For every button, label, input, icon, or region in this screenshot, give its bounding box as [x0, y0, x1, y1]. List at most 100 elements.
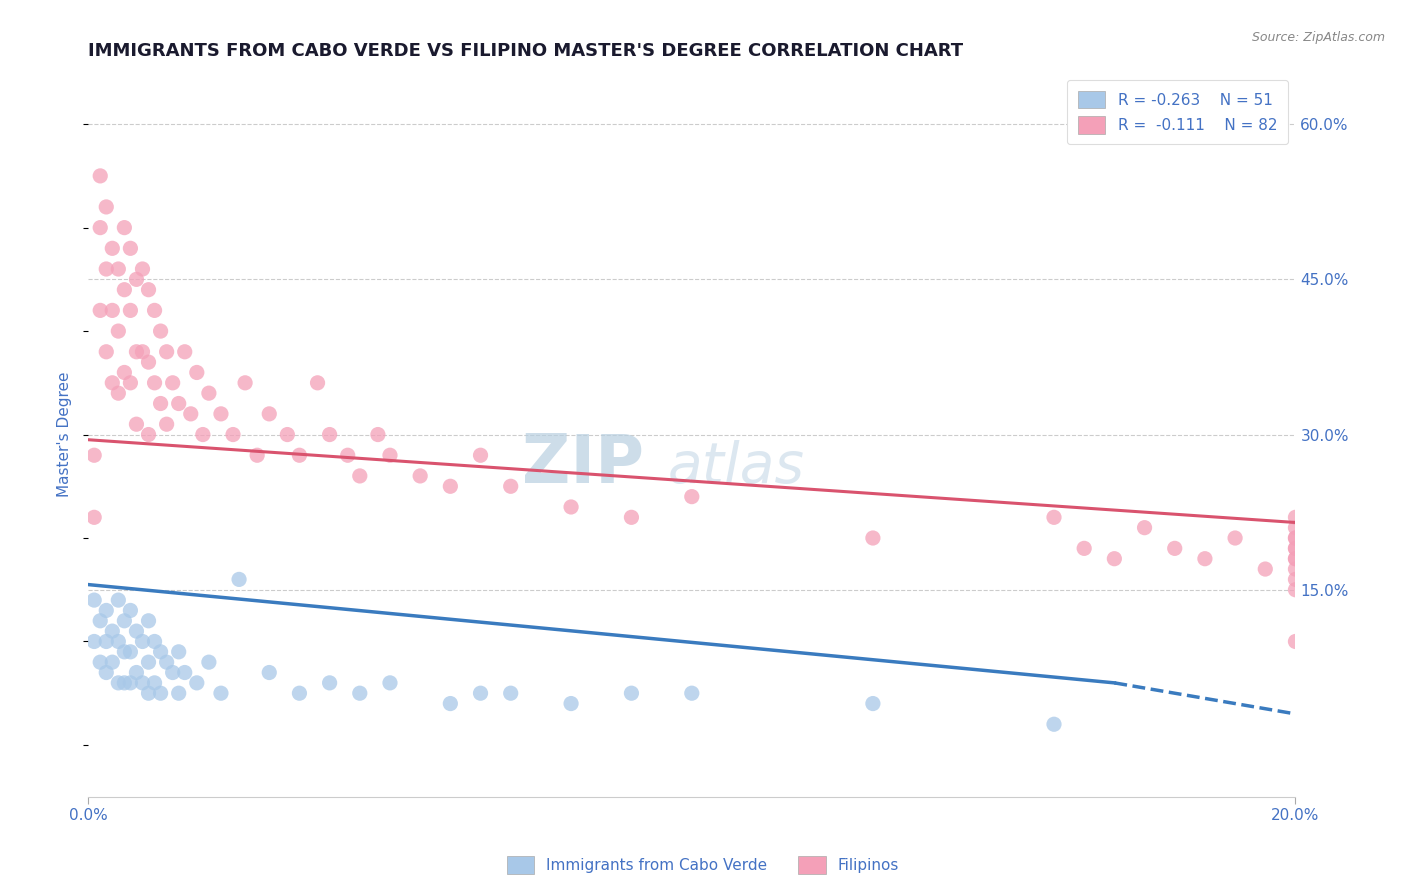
Point [1073, 541, 1095, 556]
Point [209, 686, 232, 700]
Point [120, 645, 142, 659]
Point [96, 634, 118, 648]
Point [101, 655, 124, 669]
Point [96, 262, 118, 277]
Legend: Immigrants from Cabo Verde, Filipinos: Immigrants from Cabo Verde, Filipinos [501, 850, 905, 880]
Point [125, 665, 148, 680]
Point [681, 686, 703, 700]
Point [83, 510, 105, 524]
Point [409, 469, 432, 483]
Point [101, 376, 124, 390]
Point [125, 344, 148, 359]
Point [167, 645, 190, 659]
Point [101, 241, 124, 255]
Point [112, 614, 135, 628]
Point [1104, 551, 1126, 566]
Point [862, 697, 884, 711]
Point [1284, 521, 1306, 535]
Point [89, 655, 111, 669]
Point [246, 448, 269, 462]
Point [681, 490, 703, 504]
Point [198, 655, 221, 669]
Point [120, 676, 142, 690]
Point [138, 614, 160, 628]
Point [276, 427, 298, 442]
Point [318, 676, 340, 690]
Point [96, 344, 118, 359]
Point [83, 634, 105, 648]
Point [257, 665, 280, 680]
Point [1284, 634, 1306, 648]
Point [107, 262, 129, 277]
Point [470, 686, 492, 700]
Point [1284, 531, 1306, 545]
Point [138, 283, 160, 297]
Point [367, 427, 389, 442]
Point [120, 241, 142, 255]
Y-axis label: Master's Degree: Master's Degree [58, 372, 72, 498]
Point [149, 324, 172, 338]
Point [1284, 562, 1306, 576]
Point [89, 169, 111, 183]
Point [167, 686, 190, 700]
Point [349, 686, 371, 700]
Point [470, 448, 492, 462]
Point [89, 614, 111, 628]
Point [186, 366, 208, 380]
Point [112, 366, 135, 380]
Point [1284, 531, 1306, 545]
Point [107, 593, 129, 607]
Point [112, 220, 135, 235]
Point [101, 624, 124, 639]
Point [1194, 551, 1216, 566]
Point [620, 686, 643, 700]
Point [1284, 541, 1306, 556]
Point [1164, 541, 1187, 556]
Point [167, 396, 190, 410]
Point [96, 200, 118, 214]
Point [125, 417, 148, 432]
Point [1254, 562, 1277, 576]
Point [107, 324, 129, 338]
Point [173, 665, 195, 680]
Point [149, 396, 172, 410]
Point [620, 510, 643, 524]
Point [499, 686, 522, 700]
Point [156, 417, 179, 432]
Point [125, 272, 148, 286]
Point [131, 634, 153, 648]
Point [439, 479, 461, 493]
Point [96, 665, 118, 680]
Point [349, 469, 371, 483]
Point [112, 645, 135, 659]
Point [173, 344, 195, 359]
Point [222, 427, 245, 442]
Point [439, 697, 461, 711]
Point [112, 283, 135, 297]
Point [120, 603, 142, 617]
Point [162, 665, 184, 680]
Point [257, 407, 280, 421]
Point [156, 344, 179, 359]
Point [162, 376, 184, 390]
Point [1223, 531, 1246, 545]
Point [120, 376, 142, 390]
Point [233, 376, 256, 390]
Text: Source: ZipAtlas.com: Source: ZipAtlas.com [1251, 31, 1385, 45]
Point [198, 386, 221, 401]
Point [101, 303, 124, 318]
Point [156, 655, 179, 669]
Point [1043, 717, 1066, 731]
Point [186, 676, 208, 690]
Point [336, 448, 359, 462]
Point [131, 262, 153, 277]
Point [83, 593, 105, 607]
Point [112, 676, 135, 690]
Point [1133, 521, 1156, 535]
Point [228, 573, 250, 587]
Point [96, 603, 118, 617]
Point [1284, 551, 1306, 566]
Point [89, 303, 111, 318]
Text: ZIP: ZIP [522, 431, 644, 497]
Point [307, 376, 329, 390]
